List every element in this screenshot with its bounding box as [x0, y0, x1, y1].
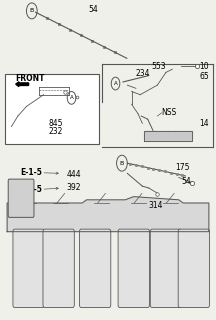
Text: 314: 314 [149, 201, 163, 210]
Text: 54: 54 [181, 177, 191, 186]
FancyBboxPatch shape [150, 229, 182, 308]
FancyBboxPatch shape [118, 229, 149, 308]
Polygon shape [145, 131, 192, 141]
Text: NSS: NSS [162, 108, 177, 117]
FancyBboxPatch shape [178, 229, 210, 308]
FancyBboxPatch shape [79, 229, 111, 308]
Polygon shape [7, 197, 209, 232]
Text: 65: 65 [199, 72, 209, 81]
FancyBboxPatch shape [43, 229, 74, 308]
Text: A: A [114, 81, 117, 86]
Text: 10: 10 [199, 62, 209, 71]
FancyBboxPatch shape [13, 229, 44, 308]
Text: 553: 553 [151, 62, 165, 71]
Text: 845: 845 [48, 119, 63, 128]
Text: FRONT: FRONT [16, 74, 45, 83]
Text: 444: 444 [66, 170, 81, 179]
Text: 175: 175 [176, 163, 190, 172]
Text: 54: 54 [89, 5, 98, 14]
FancyBboxPatch shape [8, 179, 34, 217]
Text: E-1-5: E-1-5 [20, 185, 42, 194]
Text: 232: 232 [48, 126, 63, 136]
Text: 392: 392 [66, 183, 81, 192]
Text: A: A [70, 95, 73, 100]
FancyArrow shape [16, 82, 29, 87]
Text: B: B [120, 161, 124, 166]
FancyBboxPatch shape [5, 74, 99, 144]
Text: 14: 14 [199, 119, 209, 128]
Text: E-1-5: E-1-5 [20, 168, 42, 177]
Text: B: B [30, 8, 34, 13]
Text: 234: 234 [136, 68, 150, 77]
